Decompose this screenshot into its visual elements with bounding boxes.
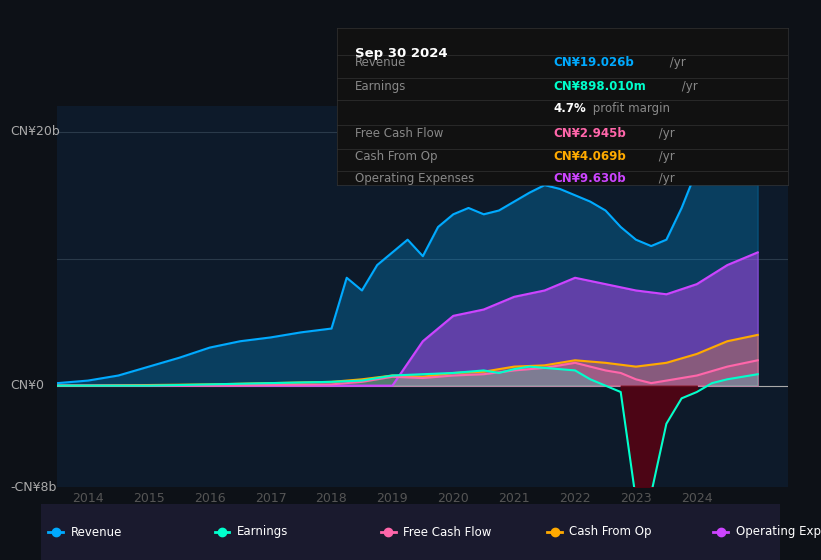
Text: profit margin: profit margin	[589, 102, 671, 115]
Text: Cash From Op: Cash From Op	[570, 525, 652, 539]
Text: CN¥4.069b: CN¥4.069b	[553, 150, 626, 164]
Text: /yr: /yr	[655, 150, 675, 164]
Text: Cash From Op: Cash From Op	[355, 150, 437, 164]
Text: CN¥19.026b: CN¥19.026b	[553, 56, 634, 69]
Text: /yr: /yr	[655, 172, 675, 185]
Text: -CN¥8b: -CN¥8b	[10, 480, 57, 494]
Text: /yr: /yr	[667, 56, 686, 69]
Text: Free Cash Flow: Free Cash Flow	[355, 127, 443, 140]
Text: CN¥20b: CN¥20b	[10, 125, 60, 138]
Text: /yr: /yr	[677, 80, 697, 93]
Text: Operating Expenses: Operating Expenses	[736, 525, 821, 539]
Text: Sep 30 2024: Sep 30 2024	[355, 47, 447, 60]
Text: CN¥9.630b: CN¥9.630b	[553, 172, 626, 185]
Text: Earnings: Earnings	[355, 80, 406, 93]
Text: 4.7%: 4.7%	[553, 102, 586, 115]
Text: Revenue: Revenue	[71, 525, 122, 539]
Text: Earnings: Earnings	[236, 525, 288, 539]
Text: Operating Expenses: Operating Expenses	[355, 172, 474, 185]
Text: /yr: /yr	[655, 127, 675, 140]
Text: Revenue: Revenue	[355, 56, 406, 69]
Text: CN¥898.010m: CN¥898.010m	[553, 80, 646, 93]
Text: CN¥0: CN¥0	[10, 379, 44, 392]
Text: Free Cash Flow: Free Cash Flow	[403, 525, 492, 539]
Text: CN¥2.945b: CN¥2.945b	[553, 127, 626, 140]
